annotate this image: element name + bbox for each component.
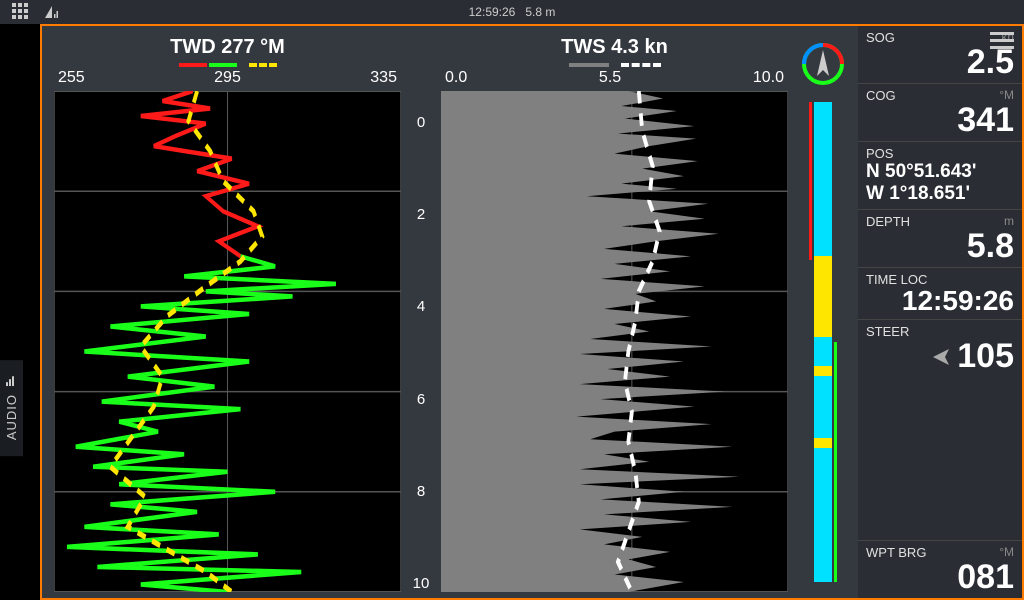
top-status-bar: 12:59:26 5.8 m (0, 0, 1024, 24)
twd-chart[interactable]: TWD 277 °M 255 295 335 (48, 36, 407, 592)
time-cell[interactable]: TIME LOC 12:59:26 (858, 268, 1022, 320)
chart-zone: TWD 277 °M 255 295 335 0246810 (42, 26, 858, 598)
tws-title: TWS 4.3 kn (441, 36, 788, 67)
twd-plot (54, 91, 401, 592)
steer-cell[interactable]: STEER 105 (858, 320, 1022, 541)
cog-cell[interactable]: COG°M 341 (858, 84, 1022, 142)
time-y-axis: 0246810 (407, 114, 435, 592)
topbar-time: 12:59:26 (469, 5, 516, 19)
apps-icon[interactable] (12, 3, 30, 21)
wpt-brg-cell[interactable]: WPT BRG°M 081 (858, 541, 1022, 598)
menu-icon[interactable] (990, 32, 1014, 57)
gps-signal-icon (44, 4, 60, 20)
wind-rose-icon (801, 42, 845, 86)
tack-column (794, 36, 852, 592)
main-panel: TWD 277 °M 255 295 335 0246810 (40, 24, 1024, 600)
depth-cell[interactable]: DEPTHm 5.8 (858, 210, 1022, 268)
steer-arrow-icon (931, 347, 951, 367)
data-panel: SOGkn 2.5 COG°M 341 POS N 50°51.643'W 1°… (858, 26, 1022, 598)
audio-tab[interactable]: AUDIO (0, 360, 23, 456)
tws-plot (441, 91, 788, 592)
twd-x-axis: 255 295 335 (54, 67, 401, 91)
pos-cell[interactable]: POS N 50°51.643'W 1°18.651' (858, 142, 1022, 210)
twd-title: TWD 277 °M (54, 36, 401, 67)
tws-chart[interactable]: TWS 4.3 kn 0.0 5.5 10.0 (435, 36, 794, 592)
topbar-depth: 5.8 m (525, 5, 555, 19)
audio-label: AUDIO (4, 394, 19, 440)
tack-bar (794, 102, 852, 582)
tws-x-axis: 0.0 5.5 10.0 (441, 67, 788, 91)
